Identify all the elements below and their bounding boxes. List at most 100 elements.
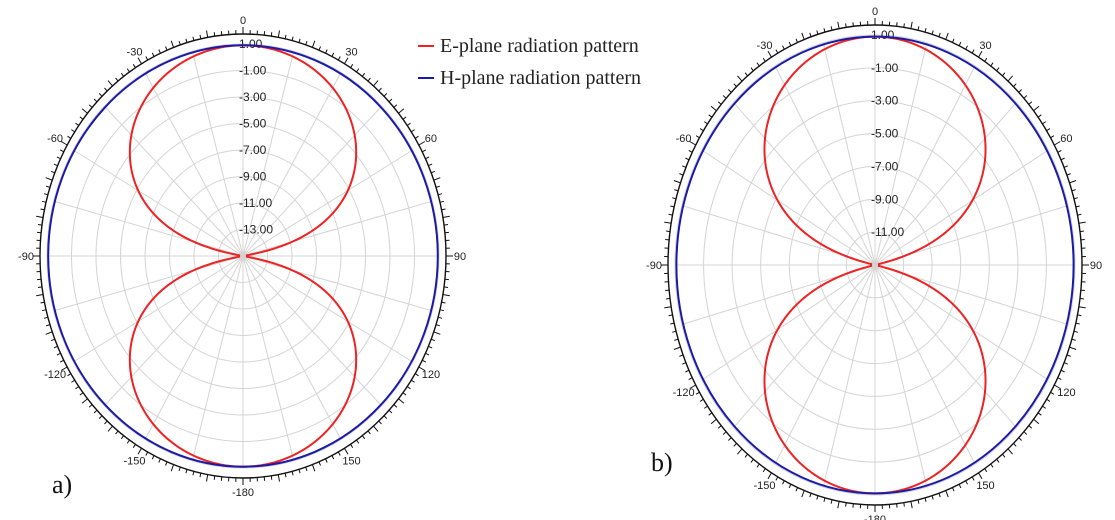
outer-tick	[325, 49, 328, 54]
angle-label: 0	[872, 6, 878, 18]
outer-tick	[809, 493, 812, 498]
outer-tick	[41, 200, 47, 203]
outer-tick	[98, 93, 103, 97]
outer-tick	[185, 38, 188, 43]
radial-tick-label: -11.00	[239, 196, 272, 210]
outer-tick	[762, 468, 766, 473]
outer-tick	[917, 26, 920, 31]
outer-tick	[170, 40, 175, 48]
outer-tick	[717, 101, 722, 105]
outer-tick	[213, 32, 216, 37]
outer-tick	[378, 87, 382, 92]
outer-tick	[53, 345, 58, 349]
outer-tick	[737, 448, 743, 455]
outer-tick	[120, 435, 125, 440]
outer-tick	[37, 224, 43, 226]
outer-tick	[433, 177, 441, 181]
outer-tick	[414, 135, 419, 139]
radial-tick-label: 1.00	[871, 28, 895, 42]
outer-tick	[1033, 105, 1040, 112]
outer-tick	[373, 80, 379, 87]
outer-tick	[398, 108, 405, 114]
outer-tick	[137, 448, 142, 455]
outer-tick	[425, 352, 430, 356]
panel-label-a: a)	[52, 470, 73, 499]
outer-tick	[443, 224, 449, 226]
legend-item-e-plane: E-plane radiation pattern	[418, 30, 641, 62]
outer-tick	[782, 45, 785, 50]
outer-tick	[107, 425, 113, 432]
outer-tick	[1079, 297, 1084, 300]
outer-tick	[165, 46, 168, 51]
grid-spoke	[774, 65, 876, 266]
outer-tick	[393, 404, 398, 408]
outer-tick	[996, 67, 1000, 72]
outer-tick	[442, 294, 450, 297]
outer-tick	[945, 490, 949, 498]
outer-tick	[830, 499, 833, 504]
outer-tick	[1069, 346, 1077, 350]
outer-tick	[795, 487, 798, 492]
outer-tick	[965, 45, 968, 50]
outer-tick	[664, 221, 672, 224]
outer-tick	[1078, 221, 1086, 224]
outer-tick	[206, 474, 209, 482]
outer-tick	[938, 32, 941, 37]
outer-tick	[728, 89, 732, 93]
angle-label: -90	[646, 260, 662, 272]
outer-tick	[673, 346, 681, 350]
outer-tick	[350, 64, 354, 68]
outer-tick	[305, 40, 308, 46]
outer-tick	[151, 455, 155, 460]
outer-tick	[311, 464, 316, 472]
grid-spoke	[874, 264, 1049, 381]
outer-tick	[185, 469, 188, 474]
series-h-plane	[47, 44, 439, 468]
outer-tick	[428, 163, 433, 167]
outer-tick	[298, 38, 301, 43]
outer-tick	[439, 309, 445, 312]
outer-tick	[132, 64, 136, 68]
outer-tick	[56, 352, 61, 356]
legend-swatch-e-plane	[418, 45, 434, 47]
grid-spoke	[191, 255, 244, 461]
outer-tick	[213, 475, 216, 480]
outer-tick	[79, 392, 84, 396]
outer-tick	[1077, 314, 1082, 317]
outer-tick	[756, 62, 760, 67]
outer-tick	[93, 409, 98, 414]
angle-label: 90	[1090, 260, 1102, 272]
outer-tick	[344, 448, 349, 455]
angle-label: 30	[979, 40, 991, 52]
outer-tick	[688, 377, 693, 381]
outer-tick	[978, 472, 983, 480]
outer-tick	[788, 484, 792, 489]
outer-tick	[435, 185, 441, 188]
outer-tick	[356, 68, 360, 73]
outer-tick	[59, 149, 65, 153]
outer-tick	[145, 56, 149, 61]
outer-tick	[852, 503, 854, 508]
outer-tick	[689, 141, 696, 146]
outer-tick	[910, 501, 913, 509]
angle-label: -150	[123, 455, 145, 467]
outer-tick	[431, 338, 436, 342]
grid-spoke	[874, 264, 928, 488]
grid-spoke	[242, 200, 433, 257]
outer-tick	[816, 495, 819, 500]
outer-tick	[708, 114, 713, 118]
outer-tick	[43, 193, 49, 196]
outer-tick	[40, 208, 45, 211]
outer-tick	[178, 40, 181, 46]
outer-tick	[284, 34, 287, 39]
outer-tick	[971, 49, 975, 54]
outer-tick	[1037, 412, 1042, 416]
outer-tick	[823, 497, 826, 502]
outer-tick	[722, 95, 727, 99]
outer-tick	[88, 104, 93, 108]
outer-tick	[945, 32, 949, 40]
outer-tick	[104, 420, 108, 425]
outer-tick	[421, 359, 427, 363]
outer-tick	[990, 62, 994, 67]
outer-tick	[952, 487, 955, 492]
